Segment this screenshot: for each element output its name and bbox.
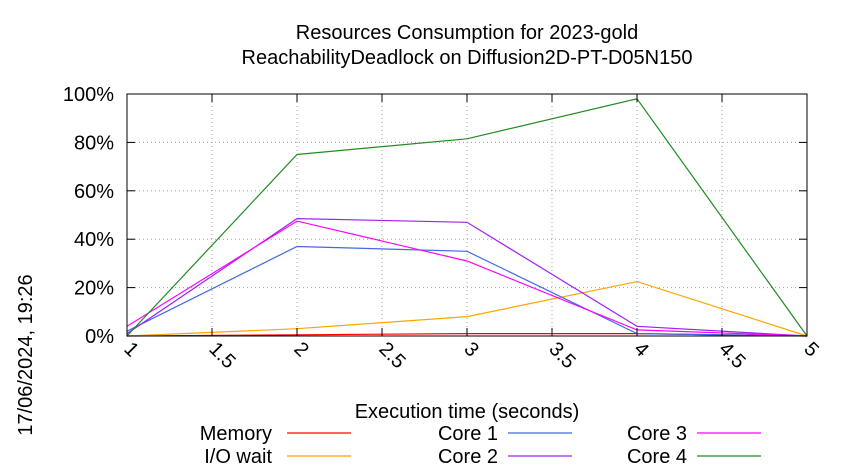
- x-tick-label: 5: [799, 338, 822, 361]
- timestamp-label: 17/06/2024, 19:26: [15, 274, 37, 435]
- x-tick-label: 3.5: [544, 338, 579, 373]
- y-tick-label: 60%: [74, 181, 114, 203]
- y-tick-label: 0%: [85, 326, 114, 348]
- legend-label-core-4: Core 4: [627, 446, 687, 468]
- y-tick-label: 80%: [74, 132, 114, 154]
- x-tick-label: 1.5: [204, 338, 239, 373]
- x-tick-label: 2.5: [374, 338, 409, 373]
- y-tick-label: 100%: [63, 84, 114, 106]
- series-line-core-2: [126, 217, 808, 337]
- x-tick-label: 2: [289, 338, 312, 361]
- legend-label-i-o-wait: I/O wait: [204, 446, 272, 468]
- legend-label-memory: Memory: [200, 423, 272, 445]
- legend-label-core-2: Core 2: [438, 446, 498, 468]
- x-tick-label: 3: [459, 338, 482, 361]
- series-line-i-o-wait: [126, 280, 808, 337]
- grid: [127, 94, 807, 336]
- chart-title: Resources Consumption for 2023-gold Reach…: [242, 22, 693, 69]
- chart-title-line: ReachabilityDeadlock on Diffusion2D-PT-D…: [242, 47, 693, 69]
- x-axis-label: Execution time (seconds): [355, 401, 580, 423]
- series-line-core-4: [126, 98, 808, 337]
- y-tick-label: 20%: [74, 278, 114, 300]
- legend-label-core-3: Core 3: [627, 423, 687, 445]
- x-tick-label: 4: [629, 338, 652, 361]
- legend-label-core-1: Core 1: [438, 423, 498, 445]
- y-tick-label: 40%: [74, 229, 114, 251]
- x-tick-label: 4.5: [714, 338, 749, 373]
- x-tick-label: 1: [119, 338, 142, 361]
- series-line-core-1: [126, 245, 808, 337]
- series-line-core-3: [126, 220, 808, 337]
- chart-title-line: Resources Consumption for 2023-gold: [296, 22, 638, 44]
